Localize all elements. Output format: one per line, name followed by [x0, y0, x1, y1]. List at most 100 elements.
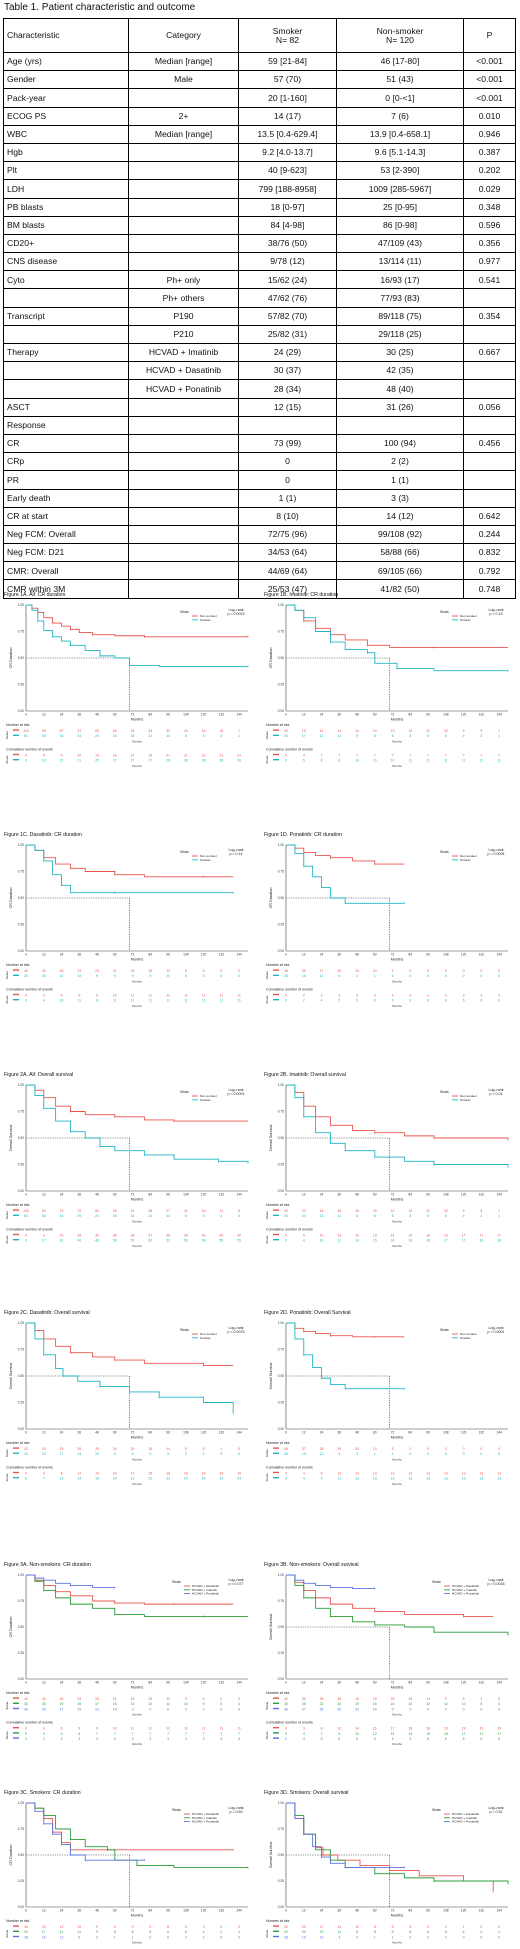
events-value: 7 [356, 753, 358, 757]
km-plot-svg: 0.000.250.500.751.000 12 24 36 48 60 72 84 96 108… [265, 843, 508, 1008]
cell-p [463, 288, 516, 308]
risk-value: 6 [185, 974, 187, 978]
header-p: P [463, 18, 516, 53]
logrank-pvalue: p = 0.0018 [487, 1582, 504, 1586]
risk-value: 6 [445, 1214, 447, 1218]
x-tick-label: 72 [131, 1193, 135, 1197]
risk-row-swatch [13, 1930, 19, 1932]
risk-value: 5 [149, 1452, 151, 1456]
events-value: 4 [43, 999, 45, 1003]
events-value: 52 [148, 1239, 152, 1243]
risk-value: 16 [131, 1214, 135, 1218]
risk-value: 28 [284, 1935, 288, 1939]
y-tick-label: 0.75 [278, 1827, 284, 1831]
risk-value: 4 [463, 734, 465, 738]
cell-nonsmoker: 1009 [285-5967] [336, 179, 464, 199]
risk-value: 48 [284, 1447, 288, 1451]
km-curve-non-smoker [26, 1322, 234, 1366]
y-tick-label: 0.50 [18, 656, 24, 660]
events-value: 10 [373, 759, 377, 763]
risk-value: 0 [409, 1447, 411, 1451]
events-value: 6 [427, 1737, 429, 1741]
x-tick-label: 108 [443, 1193, 449, 1197]
x-tick-label: 132 [219, 1909, 225, 1913]
risk-value: 0 [498, 1447, 500, 1451]
logrank-pvalue: Log–rank [229, 1806, 244, 1810]
events-value: 48 [95, 1239, 99, 1243]
events-value: 11 [78, 999, 82, 1003]
y-axis-label: CR Duration [9, 888, 13, 909]
risk-x-label: Months [392, 1713, 402, 1717]
events-value: 4 [303, 1732, 305, 1736]
cell-category: Male [128, 70, 239, 90]
events-table-title: Cumulative number of events [266, 987, 313, 991]
events-table-title: Cumulative number of events [266, 747, 313, 751]
risk-x-label: Months [132, 1457, 142, 1461]
risk-value: 40 [24, 1697, 28, 1701]
cell-smoker: 25/82 (31) [238, 324, 337, 345]
cell-nonsmoker: 100 (94) [336, 433, 464, 454]
risk-value: 14 [408, 1702, 412, 1706]
events-strata-label: Strata [265, 755, 269, 763]
y-tick-label: 0.75 [278, 870, 284, 874]
events-value: 0 [25, 1233, 27, 1237]
y-tick-label: 0.00 [18, 709, 24, 713]
risk-table-title: Number at risk [6, 1441, 30, 1445]
risk-table-title: Number at risk [6, 1691, 30, 1695]
risk-value: 25 [95, 1447, 99, 1451]
cell-characteristic [3, 288, 129, 308]
x-tick-label: 60 [113, 1909, 117, 1913]
risk-value: 17 [42, 1930, 46, 1934]
risk-row-swatch [13, 1447, 19, 1449]
logrank-pvalue: p = 0.19 [489, 612, 502, 616]
events-value: 4 [321, 999, 323, 1003]
y-tick-label: 1.00 [278, 1801, 284, 1805]
x-tick-label: 120 [201, 1681, 207, 1685]
risk-value: 4 [220, 1214, 222, 1218]
legend-strata-label: Strata [432, 1808, 441, 1812]
events-value: 7 [185, 1732, 187, 1736]
risk-value: 19 [302, 1452, 306, 1456]
cell-nonsmoker: 69/105 (66) [336, 561, 464, 581]
risk-x-label: Months [392, 1219, 402, 1223]
x-tick-label: 108 [183, 1681, 189, 1685]
events-value: 10 [42, 759, 46, 763]
risk-value: 21 [113, 1697, 117, 1701]
cell-characteristic: CNS disease [3, 252, 129, 272]
table-row: Age (yrs) Median [range] 59 [21-84] 46 [17-… [3, 51, 516, 72]
risk-value: 8 [185, 734, 187, 738]
risk-value: 0 [427, 1707, 429, 1711]
events-value: 15 [373, 1239, 377, 1243]
cell-nonsmoker: 1 (1) [336, 470, 464, 490]
x-tick-label: 144 [496, 1681, 502, 1685]
risk-row-swatch [273, 1214, 279, 1216]
events-value: 18 [479, 1239, 483, 1243]
risk-value: 60 [95, 1209, 99, 1213]
risk-value: 1 [238, 734, 240, 738]
x-tick-label: 96 [426, 1193, 430, 1197]
y-tick-label: 0.25 [18, 683, 24, 687]
x-tick-label: 48 [355, 1681, 359, 1685]
risk-value: 120 [23, 1209, 29, 1213]
risk-value: 0 [238, 1447, 240, 1451]
events-value: 14 [95, 753, 99, 757]
x-tick-label: 24 [320, 713, 324, 717]
events-value: 11 [237, 993, 241, 997]
logrank-pvalue: Log–rank [229, 1088, 244, 1092]
risk-value: 3 [356, 1452, 358, 1456]
events-value: 6 [392, 1737, 394, 1741]
y-tick-label: 0.25 [278, 1401, 284, 1405]
events-table-title: Cumulative number of events [266, 1227, 313, 1231]
cell-nonsmoker: 13.9 [0.4-658.1] [336, 124, 464, 144]
cell-nonsmoker [336, 415, 464, 435]
events-value: 27 [131, 759, 135, 763]
events-value: 14 [355, 1239, 359, 1243]
table-row: PB blasts 18 [0-97] 25 [0-95] 0.348 [3, 197, 516, 217]
cell-smoker: 28 (34) [238, 379, 337, 399]
risk-value: 15 [337, 1209, 341, 1213]
cell-category: Median [range] [128, 124, 239, 144]
cell-characteristic: PR [3, 470, 129, 490]
events-value: 17 [131, 753, 135, 757]
events-value: 7 [321, 1732, 323, 1736]
x-tick-label: 48 [95, 1909, 99, 1913]
